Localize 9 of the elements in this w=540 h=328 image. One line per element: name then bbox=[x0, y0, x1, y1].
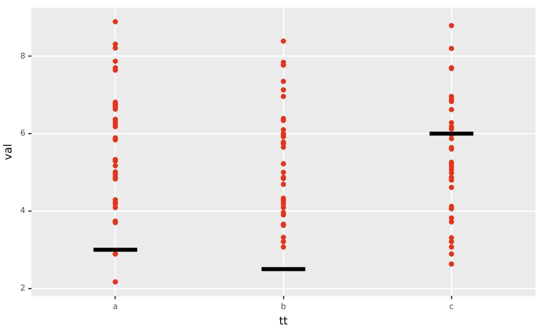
x-tick-label: a bbox=[112, 302, 118, 312]
x-tick-label: c bbox=[449, 302, 454, 312]
y-axis-title: val bbox=[1, 144, 14, 160]
x-tick-label: b bbox=[280, 302, 286, 312]
y-tick-label: 8 bbox=[20, 51, 26, 60]
y-tick-label: 6 bbox=[20, 128, 26, 138]
y-tick-label: 2 bbox=[20, 284, 26, 293]
x-axis-title: tt bbox=[279, 314, 288, 328]
y-tick-label: 4 bbox=[20, 206, 26, 216]
